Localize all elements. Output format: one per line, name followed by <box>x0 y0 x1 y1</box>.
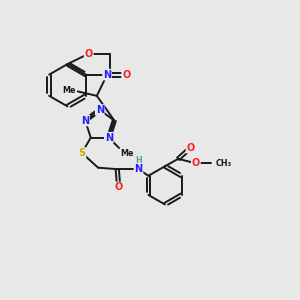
Text: O: O <box>85 49 93 59</box>
Text: S: S <box>78 148 85 158</box>
Text: H: H <box>135 156 142 165</box>
Text: N: N <box>105 133 113 143</box>
Text: N: N <box>96 105 104 115</box>
Text: N: N <box>103 70 111 80</box>
Text: CH₃: CH₃ <box>216 159 232 168</box>
Text: N: N <box>81 116 89 125</box>
Text: O: O <box>186 143 195 153</box>
Text: N: N <box>134 164 142 174</box>
Text: Me: Me <box>121 149 134 158</box>
Text: O: O <box>192 158 200 168</box>
Text: O: O <box>115 182 123 192</box>
Text: Me: Me <box>63 86 76 95</box>
Text: O: O <box>122 70 130 80</box>
